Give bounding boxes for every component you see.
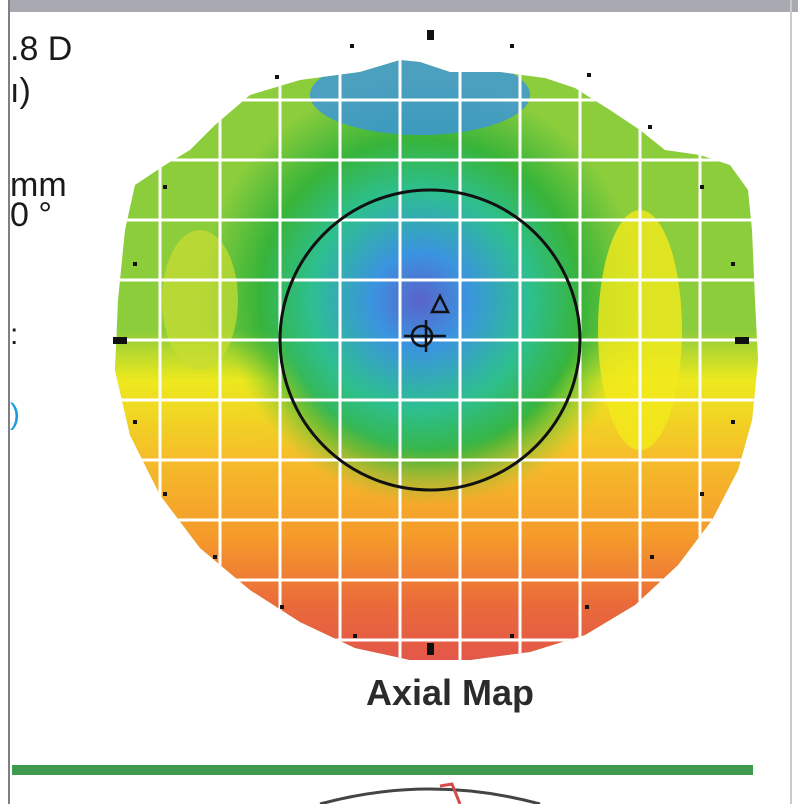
pupil-center-icon bbox=[404, 320, 446, 352]
degree-fragment: 0 ° bbox=[10, 196, 52, 234]
blue-paren-fragment: ) bbox=[10, 398, 20, 431]
top-band bbox=[10, 0, 798, 12]
next-map-edge bbox=[319, 782, 541, 804]
colon-fragment: : bbox=[10, 318, 19, 351]
apex-marker-icon bbox=[429, 293, 451, 314]
axis-tick-marks bbox=[113, 30, 749, 655]
pupil-zone-circle bbox=[278, 188, 582, 492]
map-caption: Axial Map bbox=[365, 672, 535, 713]
paren-fragment: ı) bbox=[10, 72, 31, 110]
section-divider-bar bbox=[12, 765, 753, 775]
right-border bbox=[790, 0, 792, 804]
power-value-fragment: .8 D bbox=[10, 30, 73, 68]
left-border bbox=[8, 0, 10, 804]
mm-unit-fragment: mm bbox=[10, 166, 67, 204]
axial-topography-map bbox=[113, 30, 758, 660]
color-map-layer bbox=[115, 60, 758, 660]
